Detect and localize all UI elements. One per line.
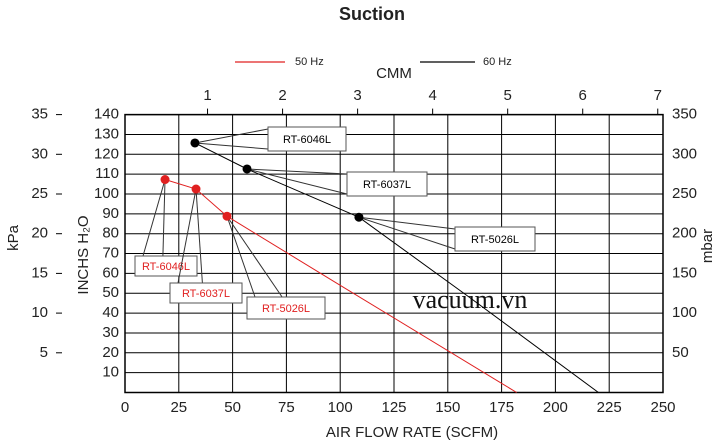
y3-tick-label: 150 <box>672 264 697 281</box>
leader-line <box>226 216 256 298</box>
callout-label: RT-5026L <box>262 303 310 315</box>
y3-axis-label: mbar <box>699 229 716 263</box>
data-point <box>242 164 252 174</box>
y2-tick-label: 10 <box>31 304 48 321</box>
callout-label: RT-5026L <box>471 234 519 246</box>
callout-box <box>346 171 428 197</box>
y3-tick-label: 100 <box>672 304 697 321</box>
leader-line <box>177 188 197 284</box>
leader-line <box>358 216 456 230</box>
chart-title: Suction <box>339 4 405 24</box>
y3-tick-label: 250 <box>672 185 697 202</box>
y-tick-label: 120 <box>94 145 119 162</box>
leader-line <box>194 128 269 144</box>
data-point <box>160 175 170 185</box>
y3-tick-label: 350 <box>672 106 697 123</box>
y-tick-label: 110 <box>95 165 119 182</box>
x-tick-label: 25 <box>170 399 187 416</box>
x-tick-label: 125 <box>381 399 406 416</box>
x-tick-label: 200 <box>543 399 568 416</box>
x2-tick-label: 6 <box>579 87 587 104</box>
leader-line <box>195 189 203 284</box>
leader-line <box>162 179 166 257</box>
callout-box <box>246 296 326 320</box>
leader-line <box>226 215 283 298</box>
y3-tick-label: 300 <box>672 145 697 162</box>
leader-line <box>246 168 348 195</box>
callout-box <box>169 282 243 304</box>
x-tick-label: 100 <box>328 399 353 416</box>
x-axis-label: AIR FLOW RATE (SCFM) <box>326 424 498 441</box>
leader-line <box>358 216 456 250</box>
y-tick-label: 130 <box>94 125 119 142</box>
y2-tick-label: 20 <box>31 225 48 242</box>
legend-label: 60 Hz <box>483 56 512 68</box>
y-tick-label: 20 <box>102 344 119 361</box>
x-tick-label: 75 <box>278 399 295 416</box>
y-tick-label: 70 <box>102 245 119 262</box>
x2-tick-label: 5 <box>504 87 512 104</box>
callout-label: RT-6046L <box>142 261 190 273</box>
y-tick-label: 60 <box>102 264 119 281</box>
leader-line <box>194 142 269 150</box>
leader-line <box>246 168 348 175</box>
x-tick-label: 250 <box>650 399 675 416</box>
x2-tick-label: 2 <box>278 87 286 104</box>
y2-axis-label: kPa <box>5 224 22 251</box>
x-tick-label: 150 <box>435 399 460 416</box>
x-tick-label: 0 <box>121 399 129 416</box>
callout-box <box>267 126 347 152</box>
x-tick-label: 50 <box>224 399 241 416</box>
data-point <box>354 212 364 222</box>
y2-tick-label: 25 <box>31 185 48 202</box>
data-point <box>190 138 200 148</box>
y-tick-label: 30 <box>102 324 119 341</box>
data-point <box>191 184 201 194</box>
y2-tick-label: 30 <box>31 145 48 162</box>
y-tick-label: 140 <box>94 106 119 123</box>
callout-box <box>454 226 536 252</box>
y-tick-label: 40 <box>102 304 119 321</box>
y-tick-label: 80 <box>102 225 119 242</box>
x2-axis-label: CMM <box>376 65 412 82</box>
y-tick-label: 100 <box>94 185 119 202</box>
y3-tick-label: 50 <box>672 344 689 361</box>
callout-label: RT-6037L <box>363 179 411 191</box>
x2-tick-label: 1 <box>203 87 211 104</box>
y2-tick-label: 35 <box>31 106 48 123</box>
x2-tick-label: 4 <box>428 87 436 104</box>
y-axis-label: INCHS H₂O <box>75 215 92 294</box>
watermark: vacuum.vn <box>413 285 528 314</box>
y-tick-label: 90 <box>102 205 119 222</box>
y2-tick-label: 15 <box>31 264 48 281</box>
callout-label: RT-6046L <box>283 134 331 146</box>
x2-tick-label: 3 <box>353 87 361 104</box>
data-point <box>222 211 232 221</box>
callout-box <box>134 255 198 277</box>
x2-tick-label: 7 <box>654 87 662 104</box>
legend-label: 50 Hz <box>295 56 324 68</box>
x-tick-label: 175 <box>489 399 514 416</box>
leader-line <box>142 179 166 257</box>
callout-label: RT-6037L <box>182 288 230 300</box>
plot-frame <box>124 113 664 394</box>
y-tick-label: 50 <box>102 284 119 301</box>
x-tick-label: 225 <box>597 399 622 416</box>
y-tick-label: 10 <box>102 364 119 381</box>
y2-tick-label: 5 <box>40 344 48 361</box>
y3-tick-label: 200 <box>672 225 697 242</box>
